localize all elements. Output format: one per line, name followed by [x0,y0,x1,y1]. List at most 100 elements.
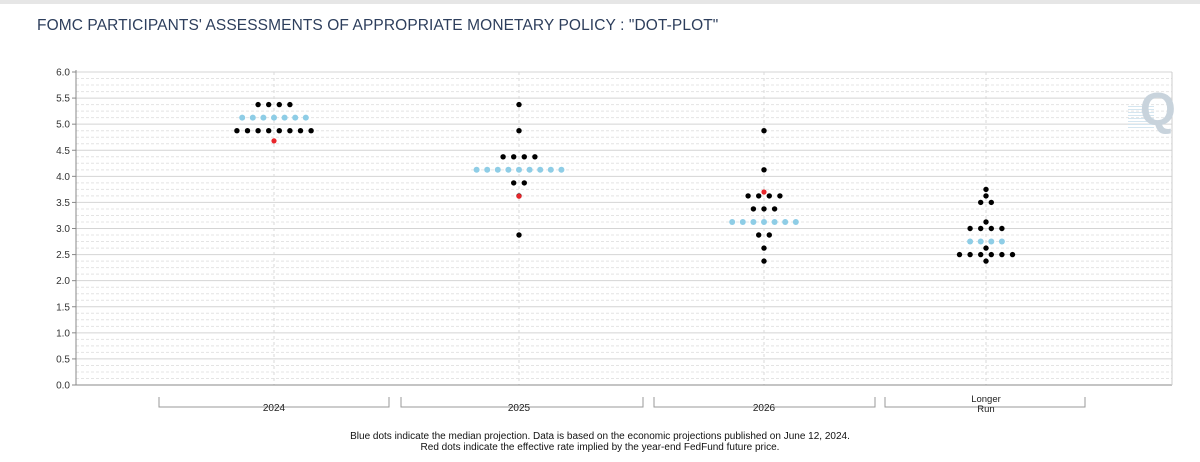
implied-rate-dot [516,193,522,199]
participant-dot [266,128,272,134]
median-dot [302,114,309,121]
participant-dot [978,225,984,232]
median-dot [494,166,501,173]
participant-dot [244,128,251,134]
participant-dot [276,128,282,134]
median-dot [771,219,778,225]
participant-dot [983,245,989,251]
participant-dot [255,128,261,134]
logo-letter: Q [1140,83,1176,135]
y-tick-label: 4.0 [56,172,70,183]
participant-dot [978,251,984,258]
median-dot [782,219,789,225]
page-title: FOMC PARTICIPANTS' ASSESSMENTS OF APPROP… [37,17,719,34]
median-dot [739,219,746,225]
participant-dot [983,219,989,225]
median-dot [792,219,799,225]
median-dot [505,166,512,173]
participant-dot [771,206,778,212]
median-dot [484,166,491,173]
participant-dot [756,193,762,199]
median-dot [249,114,256,121]
y-tick-label: 6.0 [56,68,70,79]
median-dot [473,166,480,173]
participant-dot [532,154,538,160]
top-border [0,0,1200,4]
participant-dot [511,154,517,160]
y-tick-label: 2.5 [56,250,70,261]
median-dot [988,238,995,245]
participant-dot [500,154,506,160]
participant-dot [266,101,272,108]
participant-dot [234,128,240,134]
participant-dot [988,199,994,206]
median-dot [998,238,1005,245]
participant-dot [766,232,772,238]
participant-dot [1009,251,1016,258]
footnote-median: Blue dots indicate the median projection… [350,431,850,442]
x-tick-label: Longer [971,394,1001,405]
participant-dot [967,251,973,258]
participant-dot [967,225,973,232]
participant-dot [988,251,994,258]
participant-dot [287,128,293,134]
participant-dot [983,186,989,193]
participant-dot [988,225,994,232]
category-bracket [884,397,1086,408]
y-tick-label: 3.5 [56,198,70,209]
median-dot [526,166,533,173]
footnote-implied: Red dots indicate the effective rate imp… [420,442,780,453]
median-dot [537,166,544,173]
logo-lines [1128,106,1154,130]
participant-dot [287,101,293,108]
median-dot [558,166,565,173]
participant-dot [750,206,757,212]
participant-dot [255,101,261,108]
median-dot [547,166,554,173]
median-dot [761,219,767,225]
participant-dot [983,258,989,264]
y-tick-label: 5.0 [56,120,70,131]
category-bracket [400,397,644,408]
median-dot [239,114,246,121]
participant-dot [761,258,767,264]
participant-dot [761,167,767,173]
y-tick-label: 5.5 [56,94,70,105]
y-tick-label: 1.0 [56,328,70,339]
median-dot [260,114,267,121]
participant-dot [761,128,767,134]
y-tick-label: 3.0 [56,224,70,235]
participant-dot [276,101,282,108]
x-tick-label: 2024 [263,403,286,414]
participant-dot [756,232,762,238]
median-dot [967,238,974,245]
median-dot [516,166,522,173]
participant-dot [516,128,522,134]
participant-dot [766,193,772,199]
x-tick-label: 2026 [753,403,776,414]
participant-dot [521,154,527,160]
participant-dot [521,180,527,186]
x-tick-label: Run [977,404,994,415]
participant-dot [745,193,751,199]
category-bracket [158,397,390,408]
y-tick-label: 1.5 [56,302,70,313]
x-tick-label: 2025 [508,403,531,414]
participant-dot [999,251,1005,258]
participant-dot [956,251,963,258]
implied-rate-dot [761,189,767,195]
y-tick-label: 2.0 [56,276,70,287]
participant-dot [308,128,314,134]
participant-dot [978,199,984,206]
median-dot [281,114,288,121]
participant-dot [761,206,767,212]
participant-dot [516,232,522,238]
category-bracket [653,397,876,408]
median-dot [729,219,736,225]
participant-dot [777,193,783,199]
median-dot [750,219,757,225]
implied-rate-dot [271,138,277,144]
median-dot [271,114,277,121]
y-tick-label: 4.5 [56,146,70,157]
